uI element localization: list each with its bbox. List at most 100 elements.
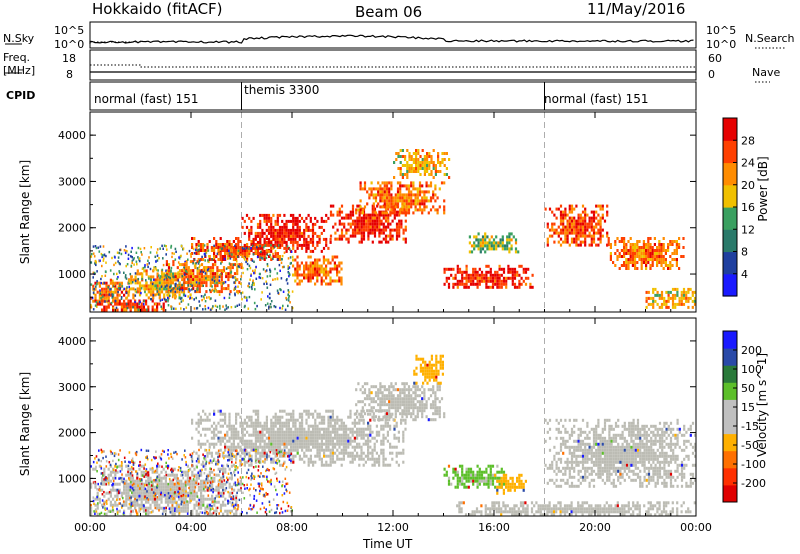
colorbar-tick-label: 20 [741, 179, 755, 192]
noise-speckle [90, 244, 294, 312]
y-tick-label: 4000 [58, 129, 86, 142]
nave-label: Nave [752, 66, 781, 79]
colorbar-swatch [723, 273, 737, 297]
scatter-region [413, 354, 444, 385]
colorbar-tick-label: 24 [741, 157, 755, 170]
scatter-region [292, 255, 343, 286]
y-tick-label: 3000 [58, 175, 86, 188]
nave-tick-low: 0 [708, 68, 715, 81]
freq-label: Freq. [3, 51, 31, 64]
colorbar-swatch [723, 382, 737, 400]
beam-title: Beam 06 [355, 3, 423, 21]
scatter-region [494, 473, 527, 495]
scatter-region [645, 287, 697, 309]
time-xlabel: Time UT [363, 537, 413, 551]
nsky-tick-low: 10^0 [54, 38, 85, 51]
colorbar-swatch [723, 184, 737, 208]
velocity-ylabel: Slant Range [km] [18, 371, 32, 477]
x-tick-label: 16:00 [478, 521, 510, 534]
colorbar-tick-label: 4 [741, 268, 748, 281]
x-tick-label: 20:00 [579, 521, 611, 534]
freq-tick-low: 8 [66, 68, 73, 81]
colorbar-tick-label: 28 [741, 134, 755, 147]
nave-tick-high: 60 [708, 52, 722, 65]
cpid-label: CPID [6, 89, 36, 102]
colorbar-swatch [723, 207, 737, 230]
cpid-panel-frame [89, 81, 697, 111]
y-tick-label: 1000 [58, 268, 86, 281]
date-title: 11/May/2016 [587, 0, 686, 18]
colorbar-frame [722, 330, 738, 503]
x-tick-label: 00:00 [74, 521, 106, 534]
colorbar-tick-label: 8 [741, 246, 748, 259]
nsky-label: N.Sky [3, 32, 35, 45]
colorbar-swatch [723, 450, 737, 469]
colorbar-tick-label: 200 [741, 344, 762, 357]
scatter-region [329, 204, 407, 244]
colorbar-tick-label: -15 [741, 420, 759, 433]
cpid-mode-3: normal (fast) 151 [544, 92, 649, 106]
nsky-tick-high: 10^5 [54, 24, 85, 37]
scatter-region [544, 204, 609, 247]
velocity-colorbar-label: Velocity [m s^-1] [755, 352, 769, 458]
scatter-region [468, 232, 520, 254]
velocity-panel: 1000 2000 3000 4000 00:00 04:00 08:00 12:00 16:0… [58, 317, 712, 534]
scatter-region [443, 264, 534, 289]
colorbar-swatch [723, 229, 737, 253]
colorbar-swatch [723, 348, 737, 366]
colorbar-tick-label: 50 [741, 382, 755, 395]
scatter-region [241, 213, 332, 253]
velocity-colorbar: -200 -100 -50 -15 15 50 100 200 [722, 330, 766, 503]
freq-panel-frame [89, 49, 697, 81]
nsearch-label: N.Search [745, 32, 795, 45]
nsky-trace [89, 34, 694, 44]
station-title: Hokkaido (fitACF) [92, 0, 223, 18]
cpid-mode-1: normal (fast) 151 [94, 92, 199, 106]
power-colorbar-label: Power [dB] [756, 156, 770, 222]
scatter-region [191, 237, 282, 261]
scatter-region [456, 501, 696, 517]
scatter-region [355, 181, 446, 215]
colorbar-swatch [723, 399, 737, 417]
colorbar-swatch [723, 365, 737, 383]
colorbar-swatch [723, 140, 737, 164]
colorbar-swatch [723, 484, 737, 503]
scatter-region [607, 237, 685, 270]
cpid-mode-2: themis 3300 [244, 83, 320, 97]
noise-speckle [90, 448, 293, 516]
nsky-panel-frame [89, 21, 697, 49]
freq-tick-high: 18 [62, 52, 76, 65]
y-tick-label: 2000 [58, 427, 86, 440]
nsearch-tick-high: 10^5 [706, 24, 737, 37]
power-panel: 1000 2000 3000 4000 [58, 111, 697, 313]
x-tick-label: 04:00 [175, 521, 207, 534]
power-ylabel: Slant Range [km] [18, 159, 32, 265]
y-tick-label: 3000 [58, 381, 86, 394]
scatter-region [355, 382, 446, 422]
colorbar-tick-label: -200 [741, 477, 766, 490]
colorbar-swatch [723, 467, 737, 486]
freq-unit: [MHz] [3, 64, 36, 77]
x-tick-label: 12:00 [377, 521, 409, 534]
colorbar-tick-label: -50 [741, 439, 759, 452]
colorbar-swatch [723, 331, 737, 349]
colorbar-tick-label: 12 [741, 223, 755, 236]
scatter-region [544, 418, 697, 488]
y-tick-label: 1000 [58, 472, 86, 485]
colorbar-swatch [723, 416, 737, 435]
colorbar-swatch [723, 433, 737, 452]
colorbar-tick-label: 100 [741, 363, 762, 376]
power-colorbar: 4 8 12 16 20 24 28 [722, 117, 755, 297]
nsearch-tick-low: 10^0 [706, 38, 737, 51]
colorbar-tick-label: 16 [741, 201, 755, 214]
colorbar-tick-label: 15 [741, 401, 755, 414]
colorbar-swatch [723, 251, 737, 275]
summary-traces [89, 34, 696, 110]
colorbar-tick-label: -100 [741, 458, 766, 471]
y-tick-label: 4000 [58, 335, 86, 348]
y-tick-label: 2000 [58, 222, 86, 235]
scatter-region [393, 149, 451, 179]
colorbar-swatch [723, 118, 737, 141]
colorbar-swatch [723, 162, 737, 186]
